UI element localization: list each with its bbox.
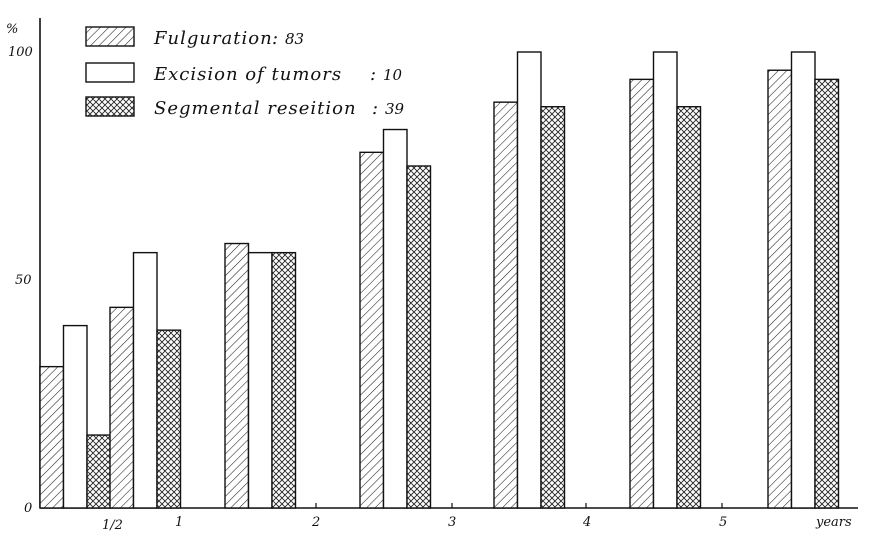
bar-fulguration-1	[109, 306, 135, 509]
x-tick-label-half: 1/2	[102, 518, 123, 533]
legend-label-excision: Excision of tumors	[153, 64, 342, 85]
legend-count-segmental: 39	[385, 100, 405, 118]
bar-fulguration-2	[224, 242, 250, 509]
legend-label-segmental: Segmental reseition	[154, 98, 357, 119]
legend-count-excision: 10	[383, 66, 403, 84]
x-axis-label: years	[815, 515, 852, 530]
bar-segmental-reseition-1	[156, 329, 182, 509]
bar-fulguration-5	[629, 78, 655, 509]
bar-fulguration-6	[767, 69, 793, 509]
legend-swatch-fulguration	[85, 26, 135, 47]
y-tick-label-100: 100	[8, 45, 33, 60]
bar-excision-of-tumors-3	[382, 128, 408, 509]
bar-fulguration-0	[39, 365, 65, 509]
y-axis-label: %	[6, 22, 18, 37]
bar-fulguration-4	[493, 101, 519, 509]
legend-swatch-excision	[85, 62, 135, 83]
bar-segmental-reseition-5	[676, 106, 702, 509]
bar-excision-of-tumors-1	[132, 251, 158, 509]
bar-segmental-reseition-0	[86, 434, 112, 509]
bar-segmental-reseition-4	[540, 106, 566, 509]
x-tick-label-3: 3	[448, 515, 456, 530]
legend-colon: :	[272, 28, 279, 49]
bar-excision-of-tumors-0	[62, 324, 88, 509]
legend-count-fulguration: 83	[285, 30, 304, 48]
bar-excision-of-tumors-2	[247, 251, 273, 509]
bar-excision-of-tumors-5	[652, 51, 678, 509]
legend-label-fulguration: Fulguration	[153, 28, 273, 49]
bar-segmental-reseition-3	[406, 165, 432, 509]
bar-excision-of-tumors-4	[516, 51, 542, 509]
y-tick-label-0: 0	[24, 501, 32, 516]
x-tick-label-4: 4	[582, 515, 591, 530]
bar-excision-of-tumors-6	[790, 51, 816, 509]
bar-segmental-reseition-6	[814, 78, 840, 509]
legend-swatch-segmental	[85, 96, 135, 117]
y-tick-label-50: 50	[15, 273, 32, 288]
x-tick-label-5: 5	[719, 515, 727, 530]
x-tick-label-2: 2	[311, 515, 320, 530]
legend: Fulguration : 83 Excision of tumors : 10…	[85, 26, 405, 119]
bar-fulguration-3	[359, 151, 385, 509]
legend-colon: :	[370, 64, 377, 85]
bar-segmental-reseition-2	[271, 251, 297, 509]
bars-group	[39, 51, 840, 509]
legend-colon: :	[372, 98, 379, 119]
x-tick-label-1: 1	[175, 515, 183, 530]
